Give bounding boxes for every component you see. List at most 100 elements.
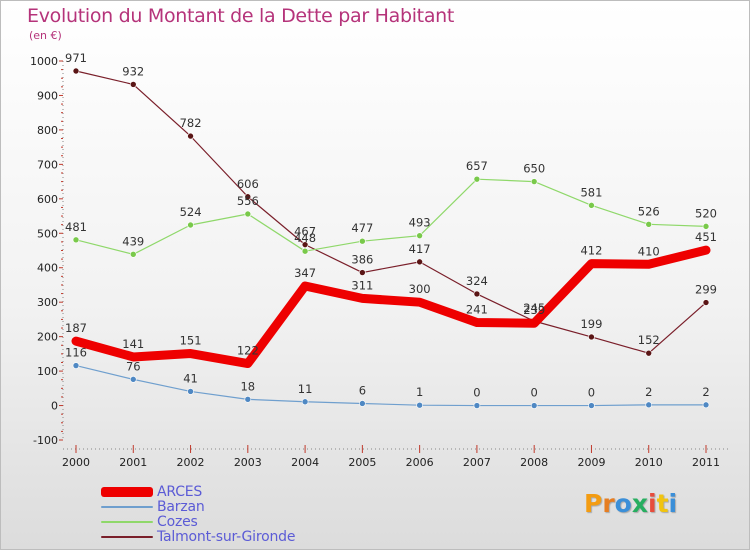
data-label-cozes-2005: 477 xyxy=(351,221,373,235)
point-barzan-2009 xyxy=(588,402,595,409)
legend-label-barzan: Barzan xyxy=(157,499,205,515)
point-barzan-2003 xyxy=(244,396,252,403)
logo-letter-1: r xyxy=(602,489,615,518)
data-label-cozes-2009: 581 xyxy=(580,185,602,199)
data-label-arces-2005: 311 xyxy=(351,278,373,292)
point-talmont-sur-gironde-2000 xyxy=(72,67,80,75)
x-tick-label-5: 2005 xyxy=(348,456,376,469)
data-label-cozes-2010: 526 xyxy=(638,204,660,218)
data-label-barzan-2002: 41 xyxy=(183,371,198,385)
point-talmont-sur-gironde-2006 xyxy=(416,258,423,266)
point-talmont-sur-gironde-2002 xyxy=(187,132,194,140)
data-label-barzan-2001: 76 xyxy=(126,359,141,373)
data-label-talmont-sur-gironde-2007: 324 xyxy=(466,274,488,288)
legend-swatch-cozes xyxy=(101,521,153,523)
y-tick-label-7: 600 xyxy=(37,193,58,206)
point-talmont-sur-gironde-2009 xyxy=(588,333,595,341)
y-tick-label-3: 200 xyxy=(37,331,58,344)
x-tick-label-10: 2010 xyxy=(635,456,663,469)
data-label-talmont-sur-gironde-2010: 152 xyxy=(638,333,660,347)
legend-swatch-barzan xyxy=(101,506,153,508)
y-tick-label-8: 700 xyxy=(37,158,58,171)
data-label-barzan-2007: 0 xyxy=(473,386,480,400)
data-label-talmont-sur-gironde-2000: 971 xyxy=(65,51,87,65)
point-barzan-2001 xyxy=(129,376,137,383)
legend-swatch-arces xyxy=(101,487,153,497)
legend-swatch-talmont xyxy=(101,536,153,538)
point-cozes-2004 xyxy=(301,247,309,255)
data-label-cozes-2011: 520 xyxy=(695,206,717,220)
data-label-arces-2001: 141 xyxy=(122,337,144,351)
point-talmont-sur-gironde-2003 xyxy=(244,193,252,201)
y-tick-label-0: -100 xyxy=(33,434,58,447)
data-label-cozes-2006: 493 xyxy=(409,216,431,230)
data-label-barzan-2006: 1 xyxy=(416,385,423,399)
point-barzan-2011 xyxy=(702,401,710,409)
data-label-cozes-2001: 439 xyxy=(122,234,144,248)
point-cozes-2009 xyxy=(588,202,595,209)
point-barzan-2004 xyxy=(301,398,309,406)
x-tick-label-7: 2007 xyxy=(463,456,491,469)
data-label-cozes-2000: 481 xyxy=(65,220,87,234)
x-tick-label-1: 2001 xyxy=(119,456,147,469)
data-label-talmont-sur-gironde-2005: 386 xyxy=(351,253,373,267)
data-label-barzan-2011: 2 xyxy=(702,385,709,399)
data-label-arces-2000: 187 xyxy=(65,321,87,335)
data-label-barzan-2008: 0 xyxy=(531,386,538,400)
x-tick-label-0: 2000 xyxy=(62,456,90,469)
y-tick-label-5: 400 xyxy=(37,262,58,275)
x-tick-label-3: 2003 xyxy=(234,456,262,469)
y-tick-label-11: 1000 xyxy=(30,55,58,68)
series-line-arces xyxy=(71,245,711,369)
x-tick-label-11: 2011 xyxy=(692,456,720,469)
data-label-cozes-2002: 524 xyxy=(180,205,202,219)
point-talmont-sur-gironde-2010 xyxy=(645,349,653,357)
data-label-arces-2004: 347 xyxy=(294,266,316,280)
legend-label-cozes: Cozes xyxy=(157,514,198,530)
data-label-cozes-2008: 650 xyxy=(523,162,545,176)
data-label-arces-2002: 151 xyxy=(180,334,202,348)
data-label-talmont-sur-gironde-2006: 417 xyxy=(409,242,431,256)
point-barzan-2010 xyxy=(645,401,653,409)
logo-letter-0: P xyxy=(584,489,603,518)
data-label-arces-2003: 122 xyxy=(237,344,259,358)
data-label-talmont-sur-gironde-2002: 782 xyxy=(180,116,202,130)
data-label-talmont-sur-gironde-2011: 299 xyxy=(695,283,717,297)
y-tick-label-4: 300 xyxy=(37,296,58,309)
point-talmont-sur-gironde-2007 xyxy=(473,290,481,298)
data-label-arces-2011: 451 xyxy=(695,230,717,244)
y-tick-label-10: 900 xyxy=(37,89,58,102)
chart-unit-label: (en €) xyxy=(29,29,62,42)
logo-letter-6: i xyxy=(668,489,678,518)
y-tick-label-1: 0 xyxy=(51,400,58,413)
logo-letter-5: t xyxy=(656,489,669,518)
point-cozes-2006 xyxy=(416,232,423,239)
data-label-barzan-2003: 18 xyxy=(240,379,255,393)
data-label-arces-2006: 300 xyxy=(409,282,431,296)
logo-letter-3: x xyxy=(631,489,648,518)
point-barzan-2000 xyxy=(72,362,80,369)
data-label-talmont-sur-gironde-2003: 606 xyxy=(237,177,259,191)
data-label-barzan-2009: 0 xyxy=(588,386,595,400)
point-cozes-2002 xyxy=(187,221,194,229)
chart-title: Evolution du Montant de la Dette par Hab… xyxy=(27,5,455,27)
x-tick-label-2: 2002 xyxy=(177,456,205,469)
data-label-talmont-sur-gironde-2009: 199 xyxy=(580,317,602,331)
point-barzan-2002 xyxy=(187,388,194,395)
series-line-barzan xyxy=(75,364,707,407)
point-cozes-2010 xyxy=(645,221,653,228)
data-label-arces-2007: 241 xyxy=(466,303,488,317)
point-cozes-2005 xyxy=(359,237,366,245)
series-line-talmont-sur-gironde xyxy=(75,70,707,354)
logo-letter-4: i xyxy=(648,489,657,518)
data-label-talmont-sur-gironde-2001: 932 xyxy=(122,64,144,78)
series-line-cozes xyxy=(75,178,707,255)
data-label-talmont-sur-gironde-2004: 467 xyxy=(294,225,316,239)
point-barzan-2006 xyxy=(416,401,423,409)
legend-label-arces: ARCES xyxy=(157,484,203,500)
proxiti-logo: Proxiti xyxy=(584,489,677,518)
x-tick-label-6: 2006 xyxy=(406,456,434,469)
x-tick-label-4: 2004 xyxy=(291,456,319,469)
